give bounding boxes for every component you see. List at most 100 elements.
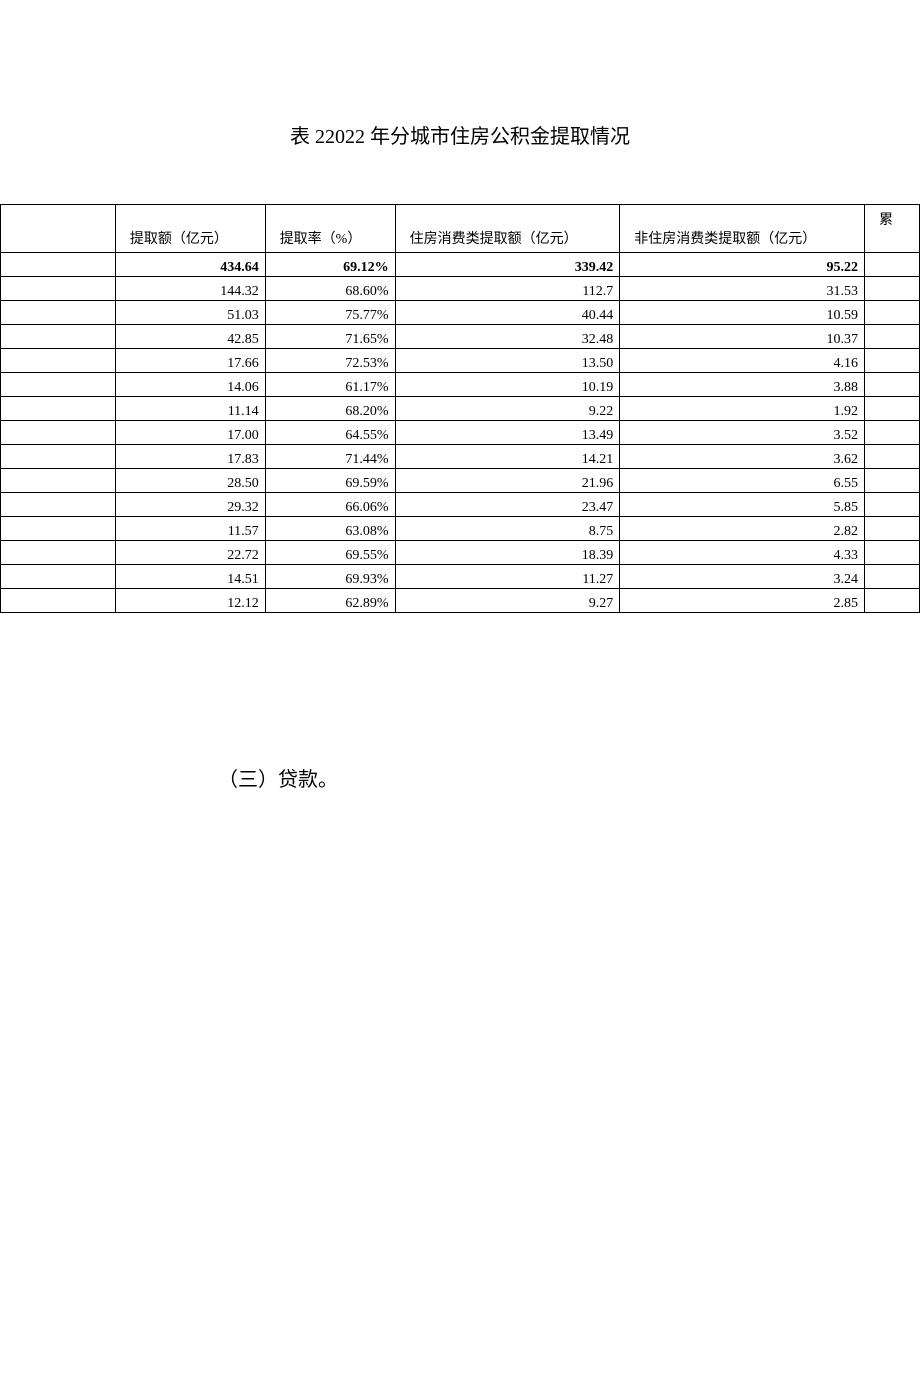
table-row: 28.5069.59%21.966.55 [1, 469, 920, 493]
section-heading: （三）贷款。 [218, 763, 920, 792]
table-cell: 6.55 [620, 469, 865, 493]
table-cell [1, 421, 116, 445]
table-cell: 10.37 [620, 325, 865, 349]
table-row: 14.0661.17%10.193.88 [1, 373, 920, 397]
table-cell: 69.59% [265, 469, 395, 493]
table-cell: 22.72 [115, 541, 265, 565]
table-cell [1, 253, 116, 277]
table-row: 29.3266.06%23.475.85 [1, 493, 920, 517]
table-cell: 2.85 [620, 589, 865, 613]
table-cell [864, 493, 919, 517]
table-cell: 63.08% [265, 517, 395, 541]
table-cell: 42.85 [115, 325, 265, 349]
table-cell [864, 277, 919, 301]
table-cell [864, 565, 919, 589]
table-cell [864, 517, 919, 541]
table-header-cell: 提取额（亿元） [115, 205, 265, 253]
table-cell: 95.22 [620, 253, 865, 277]
table-cell: 14.51 [115, 565, 265, 589]
table-cell [864, 541, 919, 565]
table-row: 12.1262.89%9.272.85 [1, 589, 920, 613]
table-cell: 64.55% [265, 421, 395, 445]
table-cell: 17.83 [115, 445, 265, 469]
table-cell: 62.89% [265, 589, 395, 613]
table-cell: 18.39 [395, 541, 620, 565]
table-cell: 66.06% [265, 493, 395, 517]
table-cell: 71.65% [265, 325, 395, 349]
table-cell: 61.17% [265, 373, 395, 397]
table-cell: 69.93% [265, 565, 395, 589]
table-cell: 2.82 [620, 517, 865, 541]
table-cell: 144.32 [115, 277, 265, 301]
table-cell: 11.27 [395, 565, 620, 589]
table-cell [1, 589, 116, 613]
table-cell: 3.52 [620, 421, 865, 445]
table-cell [1, 445, 116, 469]
table-cell: 69.55% [265, 541, 395, 565]
table-cell: 3.88 [620, 373, 865, 397]
table-row: 17.8371.44%14.213.62 [1, 445, 920, 469]
table-cell [864, 301, 919, 325]
table-cell [864, 373, 919, 397]
table-cell [864, 349, 919, 373]
table-cell: 31.53 [620, 277, 865, 301]
table-cell: 10.59 [620, 301, 865, 325]
table-cell [864, 253, 919, 277]
table-cell: 339.42 [395, 253, 620, 277]
table-cell: 40.44 [395, 301, 620, 325]
table-cell [1, 325, 116, 349]
table-cell: 4.33 [620, 541, 865, 565]
table-cell: 434.64 [115, 253, 265, 277]
table-cell: 68.60% [265, 277, 395, 301]
table-cell: 112.7 [395, 277, 620, 301]
table-cell: 28.50 [115, 469, 265, 493]
table-cell: 23.47 [395, 493, 620, 517]
table-header-cell: 非住房消费类提取额（亿元） [620, 205, 865, 253]
table-cell: 14.21 [395, 445, 620, 469]
table-cell [1, 277, 116, 301]
table-cell [1, 565, 116, 589]
table-cell: 8.75 [395, 517, 620, 541]
table-cell: 68.20% [265, 397, 395, 421]
table-cell: 1.92 [620, 397, 865, 421]
table-cell: 9.22 [395, 397, 620, 421]
table-cell [1, 349, 116, 373]
table-row: 17.0064.55%13.493.52 [1, 421, 920, 445]
table-row: 144.3268.60%112.731.53 [1, 277, 920, 301]
table-cell [864, 421, 919, 445]
table-cell [864, 445, 919, 469]
table-cell: 10.19 [395, 373, 620, 397]
table-cell: 17.66 [115, 349, 265, 373]
table-cell [1, 541, 116, 565]
table-cell: 13.49 [395, 421, 620, 445]
table-cell: 9.27 [395, 589, 620, 613]
table-cell: 71.44% [265, 445, 395, 469]
table-row: 434.6469.12%339.4295.22 [1, 253, 920, 277]
table-cell: 32.48 [395, 325, 620, 349]
table-header-cell: 住房消费类提取额（亿元） [395, 205, 620, 253]
table-body: 434.6469.12%339.4295.22144.3268.60%112.7… [1, 253, 920, 613]
table-header-cell: 提取率（%） [265, 205, 395, 253]
table-cell: 21.96 [395, 469, 620, 493]
table-cell: 51.03 [115, 301, 265, 325]
table-cell: 17.00 [115, 421, 265, 445]
table-row: 42.8571.65%32.4810.37 [1, 325, 920, 349]
table-cell: 5.85 [620, 493, 865, 517]
table-cell: 72.53% [265, 349, 395, 373]
table-cell [1, 493, 116, 517]
table-cell: 75.77% [265, 301, 395, 325]
table-row: 51.0375.77%40.4410.59 [1, 301, 920, 325]
table-row: 17.6672.53%13.504.16 [1, 349, 920, 373]
table-cell: 12.12 [115, 589, 265, 613]
table-cell: 13.50 [395, 349, 620, 373]
table-header-cell [1, 205, 116, 253]
table-cell: 3.24 [620, 565, 865, 589]
table-cell: 11.57 [115, 517, 265, 541]
table-container: 提取额（亿元） 提取率（%） 住房消费类提取额（亿元） 非住房消费类提取额（亿元… [0, 204, 920, 613]
table-cell: 11.14 [115, 397, 265, 421]
data-table: 提取额（亿元） 提取率（%） 住房消费类提取额（亿元） 非住房消费类提取额（亿元… [0, 204, 920, 613]
table-row: 22.7269.55%18.394.33 [1, 541, 920, 565]
table-row: 14.5169.93%11.273.24 [1, 565, 920, 589]
table-header-cell: 累 [864, 205, 919, 253]
table-cell [864, 397, 919, 421]
